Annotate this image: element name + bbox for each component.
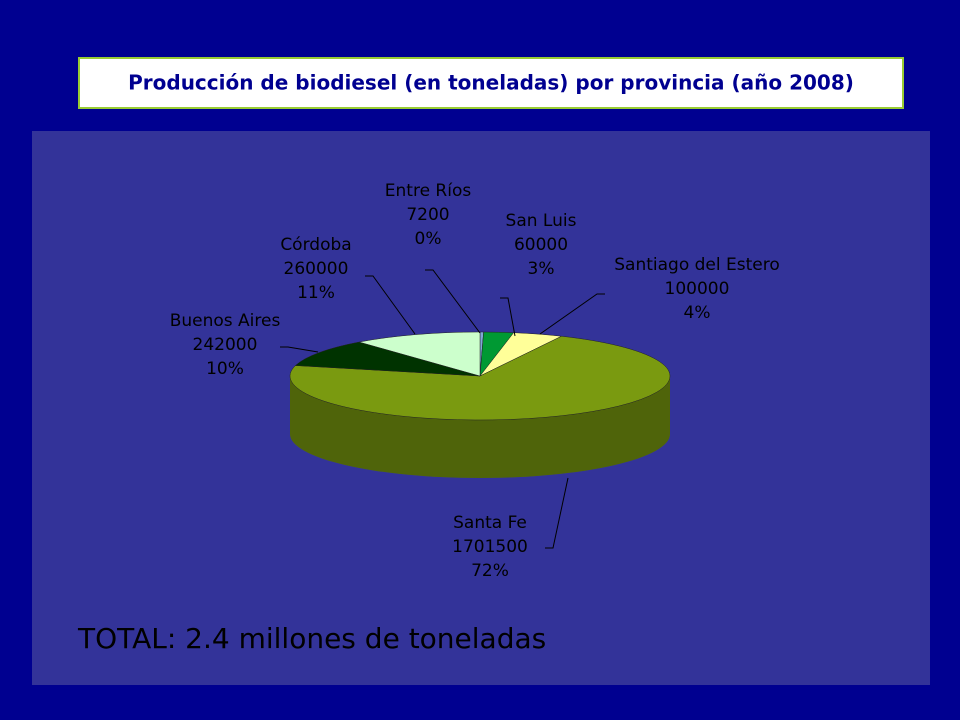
label-share: 0% (415, 229, 442, 249)
leader-line (539, 293, 605, 335)
data-label: Córdoba 260000 11% (280, 235, 351, 303)
chart-title: Producción de biodiesel (en toneladas) p… (128, 71, 854, 95)
label-name: Córdoba (280, 235, 351, 255)
leader-line (545, 477, 569, 549)
labels: Entre Ríos 7200 0% San Luis 60000 3% Santiago … (170, 181, 780, 581)
annotation: TOTAL: 2.4 millones de toneladas (77, 622, 546, 655)
title-box (78, 57, 904, 109)
label-share: 4% (684, 303, 711, 323)
leader-line (280, 346, 319, 353)
pie (289, 331, 671, 478)
label-value: 7200 (406, 205, 449, 225)
label-value: 60000 (514, 235, 568, 255)
data-label: Santiago del Estero 100000 4% (614, 255, 780, 323)
leader-line (365, 275, 416, 335)
data-label: San Luis 60000 3% (506, 211, 577, 279)
label-value: 100000 (665, 279, 730, 299)
leader-line (500, 297, 516, 337)
slice (359, 331, 481, 377)
label-share: 10% (206, 359, 244, 379)
side-shade (290, 376, 670, 478)
label-name: Entre Ríos (385, 181, 472, 201)
leader-line (425, 269, 481, 334)
label-name: Santa Fe (453, 513, 527, 533)
label-name: San Luis (506, 211, 577, 231)
label-share: 72% (471, 561, 509, 581)
slice (289, 335, 671, 421)
label-share: 3% (528, 259, 555, 279)
label-value: 242000 (193, 335, 258, 355)
slice (294, 341, 481, 377)
data-label: Entre Ríos 7200 0% (385, 181, 472, 249)
slice-side (290, 376, 670, 478)
label-name: Buenos Aires (170, 311, 281, 331)
label-value: 260000 (284, 259, 349, 279)
data-label: Santa Fe 1701500 72% (452, 513, 528, 581)
label-share: 11% (297, 283, 335, 303)
label-value: 1701500 (452, 537, 528, 557)
data-label: Buenos Aires 242000 10% (170, 311, 281, 379)
label-name: Santiago del Estero (614, 255, 780, 275)
